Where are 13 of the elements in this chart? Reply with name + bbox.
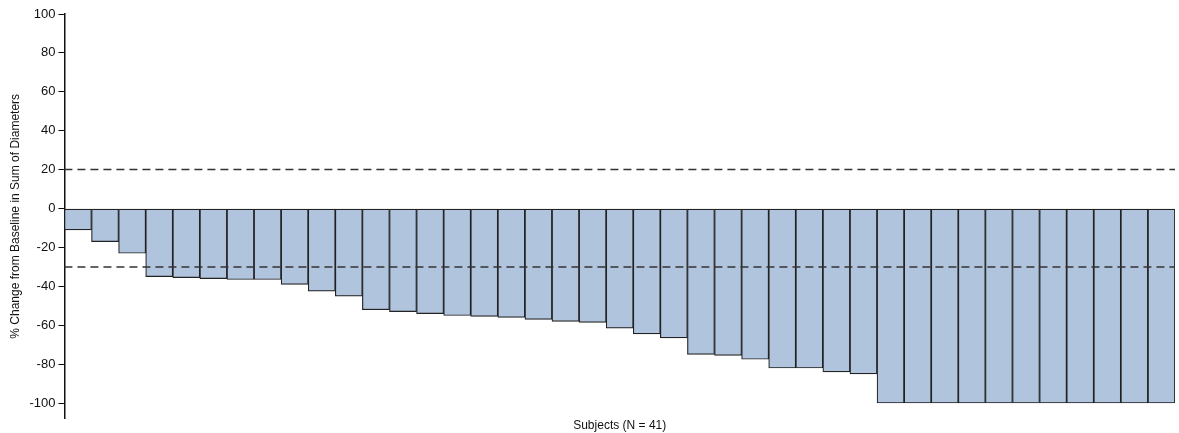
y-tick-label: -40 (36, 277, 56, 293)
y-tick-label: -20 (36, 239, 56, 254)
y-tick-label: 20 (40, 161, 56, 177)
y-tick-label: 0 (48, 200, 56, 216)
y-tick-label: 100 (33, 5, 56, 21)
y-tick-label: -100 (29, 394, 56, 410)
y-tick-label: 40 (40, 122, 56, 138)
y-tick-label: 80 (40, 44, 56, 60)
y-tick-label: -60 (36, 316, 56, 332)
y-axis-title: % Change from Baseline in Sum of Diameters (7, 93, 22, 339)
x-axis-title: Subjects (N = 41) (573, 418, 667, 433)
y-tick-label: 60 (40, 83, 56, 99)
y-tick-label: -80 (36, 355, 56, 371)
